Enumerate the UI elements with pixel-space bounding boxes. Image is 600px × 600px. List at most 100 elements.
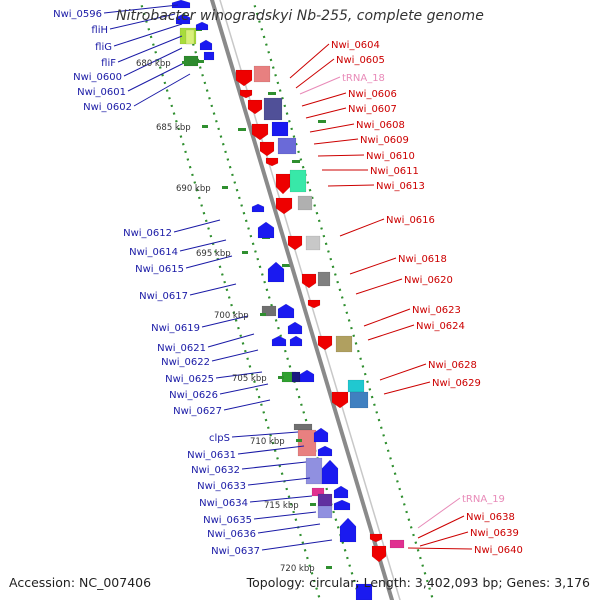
- leader-right: [289, 43, 330, 79]
- gene-label-right: Nwi_0638: [466, 512, 515, 523]
- gene-feature-31: [349, 391, 369, 409]
- gene-label-right: Nwi_0609: [360, 135, 409, 146]
- gene-feature-24: [301, 273, 317, 289]
- scale-tick: [242, 251, 248, 254]
- leader-left: [237, 445, 305, 455]
- leader-left: [215, 371, 263, 379]
- gc-mark-9: [318, 120, 326, 123]
- gene-label-left: Nwi_0612: [123, 228, 172, 239]
- gene-label-left: Nwi_0596: [53, 9, 102, 20]
- gene-feature-48: [321, 459, 339, 485]
- leader-right: [301, 92, 347, 107]
- leader-left: [241, 461, 307, 470]
- gene-feature-52: [317, 505, 333, 519]
- gene-label-left: Nwi_0633: [197, 481, 246, 492]
- gene-label-left: Nwi_0619: [151, 323, 200, 334]
- gene-feature-10: [239, 89, 253, 99]
- gene-feature-55: [369, 533, 383, 543]
- gene-label-right: Nwi_0613: [376, 181, 425, 192]
- leader-right: [317, 154, 365, 157]
- leader-left: [127, 61, 187, 92]
- leader-right: [349, 257, 397, 275]
- scale-label: 715 kbp: [264, 501, 299, 511]
- leader-right: [309, 123, 355, 133]
- gene-feature-1: [175, 13, 191, 25]
- gene-feature-13: [251, 123, 269, 141]
- gene-label-left: Nwi_0636: [207, 529, 256, 540]
- gene-label-right: Nwi_0605: [336, 55, 385, 66]
- gene-feature-19: [289, 169, 307, 193]
- gene-label-left: Nwi_0615: [135, 264, 184, 275]
- scale-label: 720 kbp: [280, 564, 315, 574]
- gene-label-left: Nwi_0627: [173, 406, 222, 417]
- gene-label-left: Nwi_0626: [169, 390, 218, 401]
- gene-feature-29: [331, 391, 349, 409]
- label-leader-lines: [103, 4, 473, 551]
- gene-label-right: Nwi_0610: [366, 151, 415, 162]
- gene-feature-36: [277, 303, 295, 319]
- gene-label-left: Nwi_0631: [187, 450, 236, 461]
- gene-feature-6: [203, 51, 215, 61]
- scale-labels: 680 kbp 685 kbp 690 kbp 695 kbp 700 kbp 705 k…: [136, 59, 332, 574]
- gene-label-left: Nwi_0600: [73, 72, 122, 83]
- gene-feature-8: [235, 69, 253, 87]
- leader-left: [261, 539, 333, 551]
- gc-mark-4: [268, 92, 276, 95]
- gene-label-left: Nwi_0617: [139, 291, 188, 302]
- gene-feature-53: [333, 499, 351, 511]
- map-title: Nitrobacter winogradskyi Nb-255, complet…: [116, 8, 484, 24]
- gene-feature-0: [171, 0, 191, 9]
- gene-label-right: Nwi_0623: [412, 305, 461, 316]
- gene-feature-4: [195, 21, 209, 31]
- gene-feature-56: [371, 545, 387, 563]
- gene-feature-12: [263, 97, 283, 121]
- gene-feature-15: [259, 141, 275, 157]
- scale-tick: [278, 376, 284, 379]
- gc-mark-6: [292, 160, 300, 163]
- scale-tick: [326, 566, 332, 569]
- leader-left: [123, 47, 183, 77]
- leader-left: [207, 333, 255, 348]
- gene-feature-45: [313, 427, 329, 443]
- scale-label: 695 kbp: [196, 249, 231, 259]
- gene-feature-39: [289, 335, 303, 347]
- gene-feature-32: [251, 203, 265, 213]
- gene-label-right: Nwi_0629: [432, 378, 481, 389]
- leader-left: [247, 477, 311, 486]
- genome-stats-text: Topology: circular; Length: 3,402,093 bp…: [246, 575, 590, 590]
- leader-left: [179, 239, 227, 252]
- leader-right: [417, 497, 461, 529]
- gc-mark-1: [196, 60, 204, 63]
- gene-feature-27: [317, 335, 333, 351]
- gene-label-right: Nwi_0620: [404, 275, 453, 286]
- leader-right: [407, 547, 473, 550]
- scale-label: 680 kbp: [136, 59, 171, 69]
- gene-label-left: Nwi_0614: [129, 247, 178, 258]
- leader-right: [327, 184, 375, 187]
- gene-label-left: Nwi_0601: [77, 87, 126, 98]
- gene-feature-38: [271, 335, 287, 347]
- scale-tick: [260, 313, 266, 316]
- gene-feature-9: [253, 65, 271, 83]
- gene-label-right: Nwi_0608: [356, 120, 405, 131]
- gene-label-left: Nwi_0634: [199, 498, 248, 509]
- leader-left: [249, 495, 313, 503]
- gene-label-left: fliF: [101, 58, 116, 69]
- gene-label-left: Nwi_0602: [83, 102, 132, 113]
- leader-left: [219, 383, 269, 395]
- leader-left: [211, 349, 259, 362]
- leader-right: [313, 138, 359, 145]
- leader-right: [295, 58, 335, 89]
- gene-label-right: Nwi_0624: [416, 321, 465, 332]
- leader-left: [257, 523, 321, 534]
- gene-label-right: tRNA_19: [462, 494, 505, 505]
- leader-left: [173, 219, 221, 233]
- gene-feature-11: [247, 99, 263, 115]
- gene-label-right: Nwi_0639: [470, 528, 519, 539]
- gc-mark-2: [238, 128, 246, 131]
- gene-feature-37: [287, 321, 303, 335]
- leader-right: [419, 531, 469, 547]
- gene-feature-51: [333, 485, 349, 499]
- gene-label-left: fliG: [95, 42, 112, 53]
